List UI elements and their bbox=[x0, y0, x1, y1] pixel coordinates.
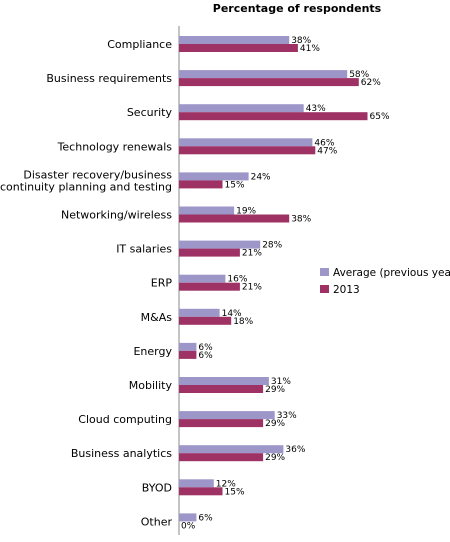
data-label: 62% bbox=[361, 78, 381, 88]
data-label: 46% bbox=[314, 138, 334, 148]
data-label: 21% bbox=[242, 283, 262, 293]
data-label: 6% bbox=[198, 513, 213, 523]
data-label: 6% bbox=[198, 351, 213, 361]
bars-group: 38%41%58%62%43%65%46%47%24%15%19%38%28%2… bbox=[179, 36, 390, 531]
category-label: Mobility bbox=[129, 379, 173, 392]
bar-average bbox=[179, 138, 313, 147]
category-label: ERP bbox=[151, 277, 173, 290]
data-label: 14% bbox=[222, 309, 242, 319]
bar-average bbox=[179, 479, 214, 488]
data-label: 6% bbox=[198, 343, 213, 353]
bar-average bbox=[179, 172, 249, 181]
bar-2013 bbox=[179, 248, 240, 257]
data-label: 21% bbox=[242, 249, 262, 259]
bar-average bbox=[179, 70, 348, 79]
chart-title: Percentage of respondents bbox=[213, 2, 382, 15]
bar-average bbox=[179, 240, 261, 249]
bar-average bbox=[179, 445, 284, 454]
category-label: Other bbox=[141, 515, 173, 528]
legend-swatch bbox=[320, 285, 329, 293]
bar-2013 bbox=[179, 282, 240, 291]
bar-average bbox=[179, 513, 197, 522]
bar-2013 bbox=[179, 146, 316, 155]
bar-2013 bbox=[179, 112, 368, 121]
category-label: Energy bbox=[133, 345, 172, 358]
bar-2013 bbox=[179, 214, 290, 223]
data-label: 43% bbox=[306, 104, 326, 114]
data-label: 28% bbox=[262, 241, 282, 251]
category-label: Technology renewals bbox=[57, 140, 173, 153]
bar-average bbox=[179, 342, 197, 351]
bar-2013 bbox=[179, 385, 264, 393]
bar-2013 bbox=[179, 419, 264, 428]
bar-2013 bbox=[179, 44, 298, 52]
category-label: BYOD bbox=[142, 481, 172, 494]
category-label: IT salaries bbox=[116, 243, 172, 256]
legend-swatch bbox=[320, 268, 329, 276]
bar-2013 bbox=[179, 487, 223, 496]
bar-average bbox=[179, 206, 235, 215]
data-label: 0% bbox=[181, 521, 196, 531]
legend: Average (previous years) 2013 bbox=[320, 267, 450, 296]
data-label: 29% bbox=[265, 453, 285, 463]
category-label: Networking/wireless bbox=[61, 209, 172, 222]
data-label: 65% bbox=[370, 112, 390, 122]
bar-2013 bbox=[179, 350, 197, 359]
bar-2013 bbox=[179, 180, 223, 189]
bar-2013 bbox=[179, 316, 232, 325]
legend-label: Average (previous years) bbox=[333, 267, 450, 279]
bar-average bbox=[179, 274, 226, 283]
data-label: 38% bbox=[291, 36, 311, 46]
data-label: 33% bbox=[277, 411, 297, 421]
bar-2013 bbox=[179, 453, 264, 462]
category-label: Cloud computing bbox=[78, 413, 172, 426]
bar-average bbox=[179, 104, 304, 113]
data-label: 19% bbox=[236, 207, 256, 217]
category-label: Business requirements bbox=[46, 72, 172, 85]
data-label: 29% bbox=[265, 385, 285, 395]
bar-average bbox=[179, 377, 269, 385]
data-label: 58% bbox=[349, 70, 369, 80]
data-label: 29% bbox=[265, 419, 285, 429]
category-label: Business analytics bbox=[71, 447, 172, 460]
data-label: 15% bbox=[225, 180, 245, 190]
category-label: Security bbox=[127, 106, 173, 119]
data-label: 16% bbox=[227, 275, 247, 285]
data-label: 12% bbox=[216, 479, 236, 489]
data-label: 47% bbox=[317, 146, 337, 156]
category-label: Compliance bbox=[107, 38, 172, 51]
data-label: 15% bbox=[225, 487, 245, 497]
bar-2013 bbox=[179, 78, 359, 87]
category-labels: Compliance Business requirements Security T… bbox=[0, 38, 172, 528]
data-label: 18% bbox=[233, 317, 253, 327]
bar-average bbox=[179, 411, 275, 420]
data-label: 31% bbox=[271, 377, 291, 387]
category-label: continuity planning and testing bbox=[0, 180, 172, 193]
data-label: 38% bbox=[291, 215, 311, 225]
category-label: Disaster recovery/business bbox=[23, 168, 172, 181]
data-label: 41% bbox=[300, 44, 320, 54]
data-label: 36% bbox=[285, 445, 305, 455]
data-label: 24% bbox=[251, 172, 271, 182]
bar-average bbox=[179, 36, 290, 44]
bar-average bbox=[179, 308, 220, 317]
legend-label: 2013 bbox=[333, 284, 360, 296]
category-label: M&As bbox=[141, 311, 173, 324]
